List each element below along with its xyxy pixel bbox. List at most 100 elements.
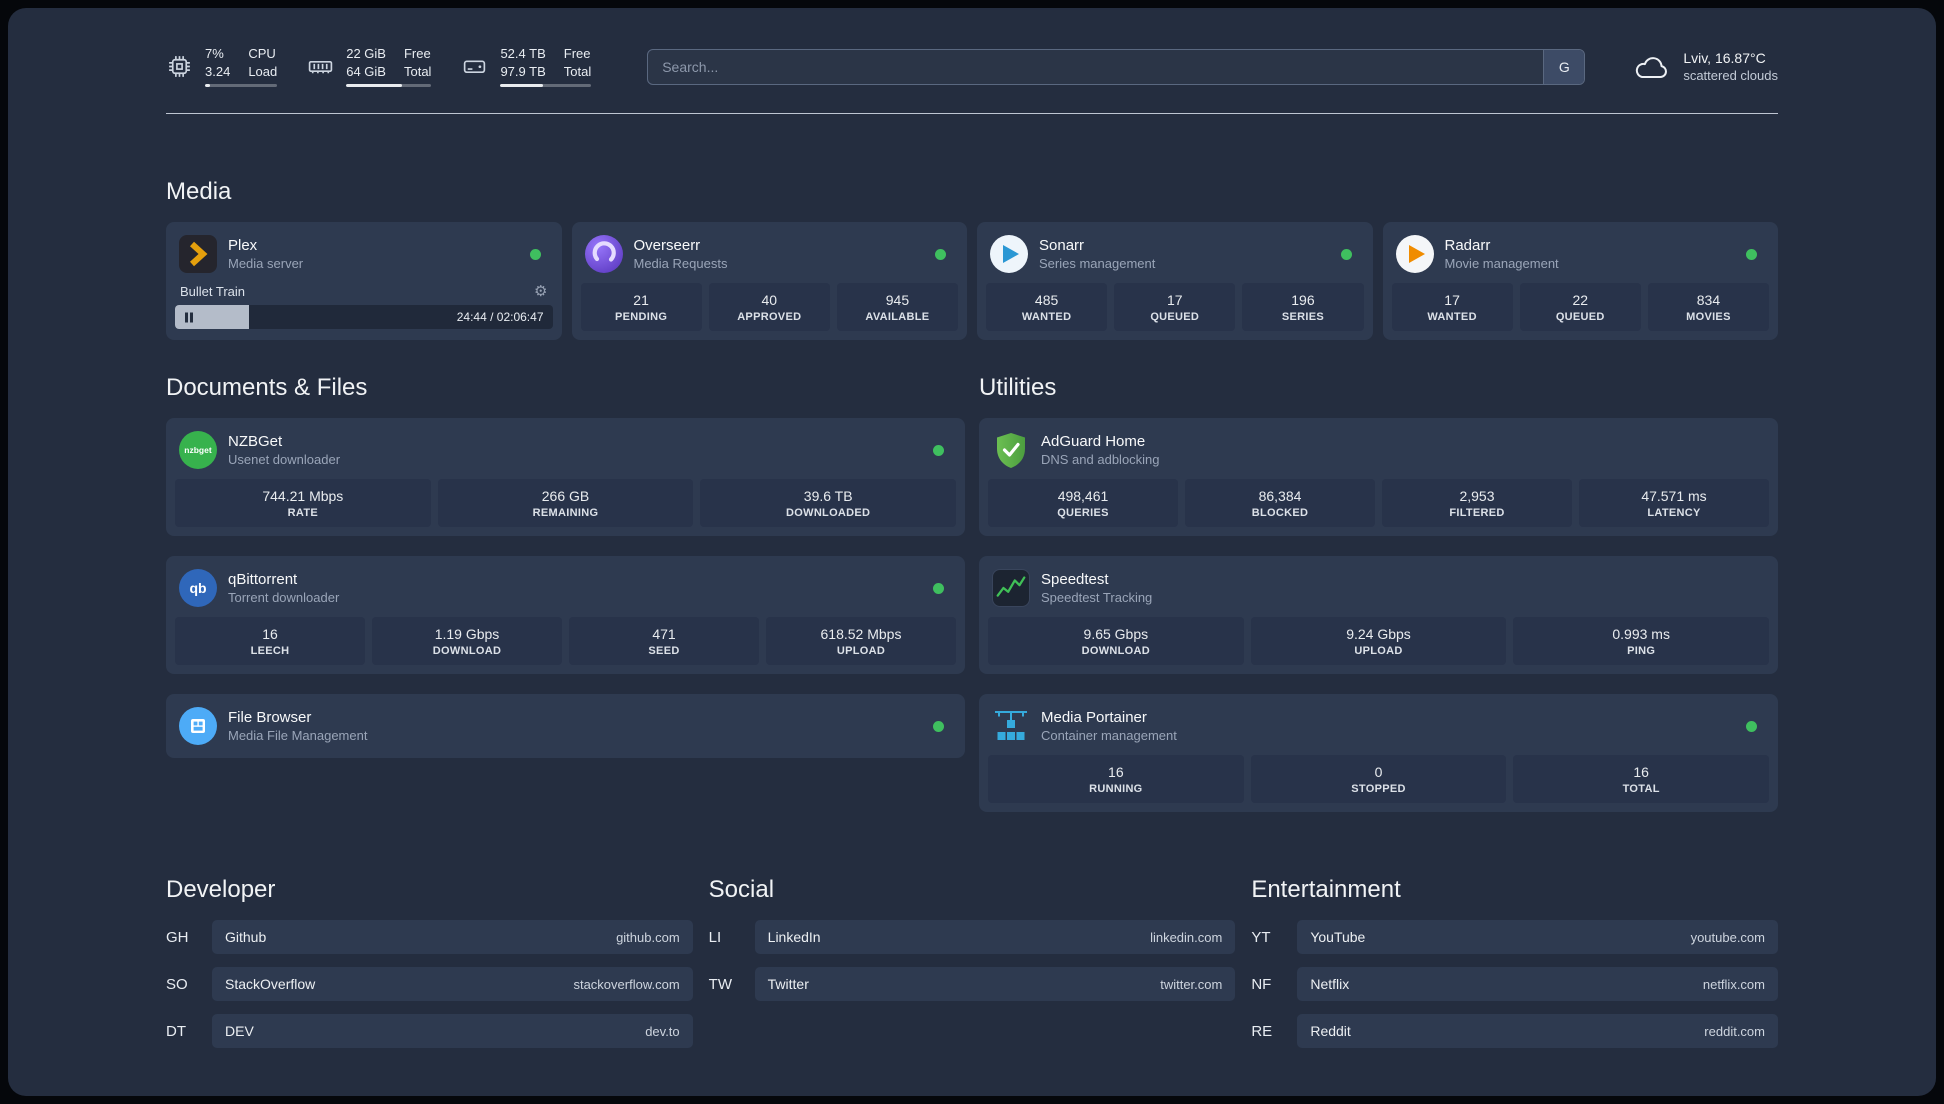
bookmark-abbr: DT [166,1022,186,1040]
stat-download: 9.65 Gbps DOWNLOAD [988,617,1244,666]
status-dot-online [1746,248,1757,260]
stat-latency: 47.571 ms LATENCY [1579,479,1769,528]
cpu-load: 3.24 [205,63,231,79]
app-name: Speedtest [1041,571,1109,589]
app-card-sonarr[interactable]: Sonarr Series management 485 WANTED 17 Q… [977,222,1373,341]
app-card-portainer[interactable]: Media Portainer Container management 16 … [979,694,1778,813]
now-playing-title: Bullet Train [180,284,246,300]
bookmarks-entertainment: Entertainment YT YouTube youtube.com NF … [1251,876,1778,1061]
bookmark-abbr: TW [708,975,732,993]
cpu-load-label: Load [248,63,278,79]
app-name: Overseerr [633,237,701,255]
app-card-overseerr[interactable]: Overseerr Media Requests 21 PENDING 40 A… [571,222,967,341]
status-dot-online [1340,248,1352,260]
disk-free-label: Free [563,46,591,61]
pause-button[interactable] [175,305,203,329]
stat-seed: 471 SEED [569,617,759,666]
stat-rate: 744.21 Mbps RATE [175,479,431,528]
app-card-speedtest[interactable]: Speedtest Speedtest Tracking 9.65 Gbps D… [979,556,1778,675]
app-card-plex[interactable]: Plex Media server Bullet Train ⚙ 24:44 /… [166,222,562,341]
ram-icon [307,53,334,80]
weather-condition: scattered clouds [1683,68,1778,84]
stat-series: 196 SERIES [1242,283,1364,332]
plex-icon [179,235,217,274]
bookmark-stackoverflow: SO StackOverflow stackoverflow.com [166,967,693,1002]
bookmark-youtube: YT YouTube youtube.com [1251,920,1778,955]
app-name: Plex [228,237,258,255]
bookmark-link[interactable]: Github github.com [212,920,693,955]
search-input[interactable] [647,48,1586,85]
stat-pending: 21 PENDING [580,283,702,332]
svg-text:qb: qb [189,580,206,596]
bookmark-link[interactable]: YouTube youtube.com [1297,920,1778,955]
ram-total: 64 GiB [346,63,386,79]
app-card-nzbget[interactable]: nzbget NZBGet Usenet downloader 744.21 M… [166,418,965,537]
radarr-icon [1395,235,1434,274]
bookmark-reddit: RE Reddit reddit.com [1251,1014,1778,1049]
ram-total-label: Total [403,63,432,79]
svg-text:nzbget: nzbget [184,445,212,455]
stat-available: 945 AVAILABLE [836,283,959,332]
stat-movies: 834 MOVIES [1647,283,1770,332]
cpu-percent: 7% [205,46,224,61]
bookmark-abbr: YT [1251,928,1271,946]
app-desc: Media Requests [633,256,728,272]
cpu-label: CPU [248,46,276,61]
bookmark-abbr: SO [166,975,188,993]
search-engine-button[interactable]: G [1543,49,1585,84]
bookmark-twitter: TW Twitter twitter.com [708,967,1236,1002]
disk-usage-bar [500,84,592,88]
app-card-qbittorrent[interactable]: qb qBittorrent Torrent downloader 16 LEE… [166,556,965,675]
player-time: 24:44 / 02:06:47 [456,310,544,325]
bookmark-link[interactable]: StackOverflow stackoverflow.com [212,967,693,1002]
section-title-documents: Documents & Files [166,374,368,402]
speedtest-icon [992,569,1030,608]
cloud-icon [1631,52,1671,82]
overseerr-icon [584,235,623,274]
media-grid: Plex Media server Bullet Train ⚙ 24:44 /… [166,222,1778,341]
app-name: Sonarr [1039,237,1085,255]
stat-running: 16 RUNNING [988,755,1244,804]
status-dot-online [935,248,946,260]
app-card-radarr[interactable]: Radarr Movie management 17 WANTED 22 QUE… [1382,222,1778,341]
ram-usage-bar [346,84,432,88]
bookmark-abbr: RE [1251,1022,1273,1040]
ram-metric: 22 GiB 64 GiB Free Total [307,46,432,88]
utilities-column: Utilities AdGuard Home [979,374,1778,832]
stat-wanted: 485 WANTED [986,283,1108,332]
portainer-icon [992,707,1030,745]
bookmarks-developer: Developer GH Github github.com SO StackO… [166,876,693,1061]
app-desc: Container management [1041,728,1177,744]
section-title-developer: Developer [166,876,276,904]
app-desc: Movie management [1444,256,1559,272]
disk-metric: 52.4 TB 97.9 TB Free Total [461,46,592,88]
stat-queued: 22 QUEUED [1519,283,1641,332]
section-title-utilities: Utilities [979,374,1057,402]
nzbget-icon: nzbget [179,431,217,470]
app-card-adguard[interactable]: AdGuard Home DNS and adblocking 498,461 … [979,418,1778,537]
bookmark-link[interactable]: LinkedIn linkedin.com [754,920,1236,955]
app-desc: Speedtest Tracking [1041,590,1153,606]
weather-widget: Lviv, 16.87°C scattered clouds [1631,50,1778,83]
disk-total: 97.9 TB [500,63,546,79]
app-name: Media Portainer [1041,709,1147,727]
bookmark-link[interactable]: Twitter twitter.com [754,967,1236,1002]
bookmark-link[interactable]: Reddit reddit.com [1297,1014,1778,1049]
section-title-entertainment: Entertainment [1251,876,1401,904]
qbittorrent-icon: qb [179,569,217,608]
stat-filtered: 2,953 FILTERED [1382,479,1572,528]
dashboard-page: 7% 3.24 CPU Load [8,8,1936,1096]
app-desc: Torrent downloader [228,590,340,606]
stat-queued: 17 QUEUED [1114,283,1236,332]
player-progress-bar[interactable]: 24:44 / 02:06:47 [175,305,553,330]
stat-wanted: 17 WANTED [1391,283,1513,332]
bookmark-link[interactable]: DEV dev.to [212,1014,693,1049]
sonarr-icon [990,235,1028,274]
cpu-chip-icon [166,53,193,80]
gear-icon[interactable]: ⚙ [534,283,548,301]
app-card-filebrowser[interactable]: File Browser Media File Management [166,694,965,759]
bookmark-abbr: LI [708,928,722,946]
topbar-divider [166,113,1778,115]
bookmark-link[interactable]: Netflix netflix.com [1297,967,1778,1002]
bookmarks: Developer GH Github github.com SO StackO… [166,876,1778,1091]
